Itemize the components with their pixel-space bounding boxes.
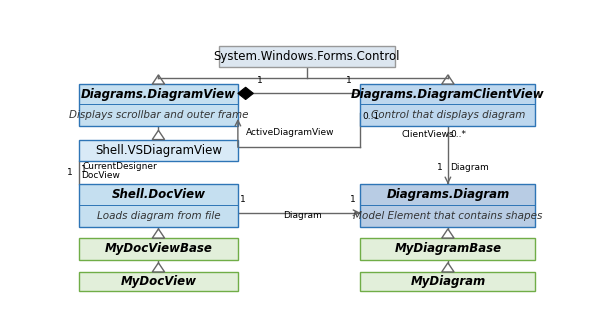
Text: MyDocView: MyDocView xyxy=(120,275,197,288)
Text: 0..*: 0..* xyxy=(450,130,466,139)
Text: Diagram: Diagram xyxy=(284,211,322,220)
Text: 1: 1 xyxy=(349,195,355,204)
FancyBboxPatch shape xyxy=(79,272,238,291)
Text: Control that displays diagram: Control that displays diagram xyxy=(371,111,525,120)
Text: System.Windows.Forms.Control: System.Windows.Forms.Control xyxy=(213,50,400,63)
Text: Displays scrollbar and outer frame: Displays scrollbar and outer frame xyxy=(69,111,248,120)
Text: CurrentDesigner: CurrentDesigner xyxy=(83,163,157,171)
FancyBboxPatch shape xyxy=(361,238,535,260)
Text: Shell.DocView: Shell.DocView xyxy=(111,188,206,201)
Text: 1: 1 xyxy=(257,76,262,85)
Text: 1: 1 xyxy=(437,164,443,172)
Text: Diagrams.DiagramView: Diagrams.DiagramView xyxy=(81,88,236,101)
Text: Loads diagram from file: Loads diagram from file xyxy=(97,211,220,220)
Text: Shell.VSDiagramView: Shell.VSDiagramView xyxy=(95,144,222,157)
Text: MyDiagramBase: MyDiagramBase xyxy=(394,242,501,255)
FancyBboxPatch shape xyxy=(79,84,238,126)
Text: DocView: DocView xyxy=(81,171,120,180)
FancyBboxPatch shape xyxy=(79,139,238,161)
Text: 1: 1 xyxy=(346,76,352,85)
Text: 1: 1 xyxy=(67,167,73,177)
FancyBboxPatch shape xyxy=(361,272,535,291)
FancyBboxPatch shape xyxy=(79,184,238,227)
Text: Model Element that contains shapes: Model Element that contains shapes xyxy=(353,211,543,220)
Text: 1: 1 xyxy=(81,165,87,174)
Text: MyDiagram: MyDiagram xyxy=(410,275,486,288)
FancyBboxPatch shape xyxy=(219,46,395,67)
Text: 1: 1 xyxy=(240,195,246,204)
Text: 0..1: 0..1 xyxy=(362,112,380,121)
FancyBboxPatch shape xyxy=(361,184,535,227)
Text: Diagrams.Diagram: Diagrams.Diagram xyxy=(386,188,510,201)
Text: ClientViews: ClientViews xyxy=(401,130,454,139)
FancyBboxPatch shape xyxy=(79,238,238,260)
Text: Diagram: Diagram xyxy=(450,164,489,172)
FancyBboxPatch shape xyxy=(361,84,535,126)
Text: MyDocViewBase: MyDocViewBase xyxy=(105,242,212,255)
Text: Diagrams.DiagramClientView: Diagrams.DiagramClientView xyxy=(351,88,545,101)
Text: ActiveDiagramView: ActiveDiagramView xyxy=(246,128,334,137)
Polygon shape xyxy=(238,87,254,100)
